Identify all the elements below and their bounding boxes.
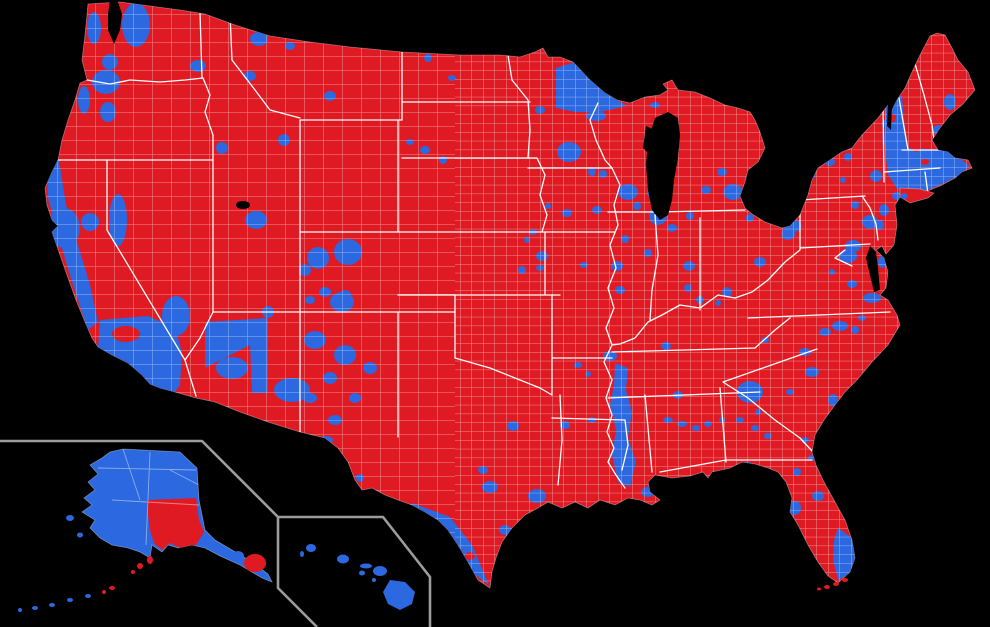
- aleutian-island: [18, 608, 22, 612]
- rep-area: [147, 556, 153, 564]
- hawaii-island-niihau: [300, 551, 304, 557]
- hawaii-island-hawaii: [383, 580, 415, 610]
- alaska-panhandle-dem: [232, 551, 244, 561]
- rep-area: [137, 563, 143, 569]
- alaska-inset: [18, 448, 273, 612]
- hawaii-inset-border: [278, 515, 432, 627]
- state-borders: [57, 11, 949, 489]
- great-salt-lake: [236, 201, 250, 209]
- green-bay: [643, 126, 654, 155]
- coastal-islands: [817, 187, 935, 591]
- puget-sound: [108, 0, 122, 44]
- dem-area: [968, 117, 975, 127]
- aleutian-island: [85, 594, 91, 598]
- aleutian-island: [49, 603, 55, 607]
- rep-area: [102, 590, 106, 594]
- aleutian-island: [67, 598, 73, 602]
- dem-area: [957, 108, 967, 120]
- alaska-detail: [97, 449, 204, 550]
- hawaii-island-kauai: [306, 544, 316, 552]
- florida-keys: [817, 587, 821, 591]
- dem-area: [900, 193, 908, 199]
- rep-area: [147, 498, 204, 550]
- florida-keys: [824, 585, 830, 589]
- aleutian-island: [32, 606, 38, 610]
- great-lakes: [108, 0, 892, 292]
- hawaii-island-maui: [373, 566, 387, 576]
- hawaii-island-molokai: [360, 563, 372, 569]
- hawaii-inset: [300, 544, 415, 610]
- rep-area: [109, 586, 115, 590]
- rep-area: [131, 570, 135, 574]
- hawaii-island-kahoolawe: [372, 578, 376, 582]
- dem-area: [797, 201, 803, 207]
- alaska-borough-lines: [97, 449, 200, 546]
- hawaii-island-lanai: [359, 570, 365, 576]
- alaska-island: [66, 515, 74, 521]
- lake-michigan: [646, 112, 680, 220]
- hawaii-island-oahu: [337, 554, 349, 564]
- county-grid-east: [455, 2, 975, 588]
- long-island: [899, 187, 935, 204]
- lake-champlain: [887, 100, 892, 130]
- chesapeake-bay: [866, 246, 880, 292]
- florida-keys: [842, 578, 848, 582]
- alaska-island: [77, 532, 83, 538]
- florida-keys: [833, 582, 839, 586]
- county-grid-west: [45, 2, 455, 588]
- alaska-panhandle-rep: [244, 554, 266, 572]
